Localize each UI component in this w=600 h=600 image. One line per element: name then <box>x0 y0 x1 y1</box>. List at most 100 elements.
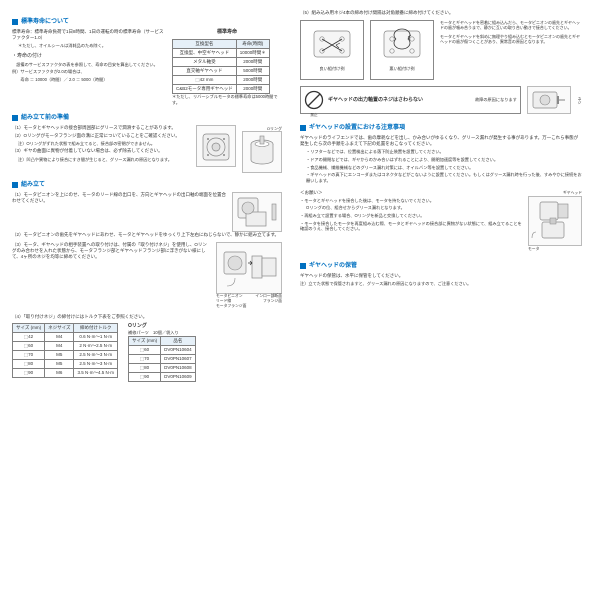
or-r1c0: ⬚70 <box>129 355 161 364</box>
tq-r1c2: 2 N·m～2.5 N·m <box>74 341 118 350</box>
section2-title: 組み立て前の準備 <box>21 114 69 122</box>
section5-title: ギヤヘッドの保管 <box>309 262 357 270</box>
mount-good-text: モータとギヤヘッドを密着に組み込んだら、モータピニオンの歯先とギヤヘッドの歯が噛… <box>440 20 582 31</box>
tq-r3c2: 2.5 N·m～3 N·m <box>74 359 118 368</box>
tq-r1c0: ⬚60 <box>13 341 45 350</box>
tq-r4c2: 3.5 N·m～4.5 N·m <box>74 368 118 377</box>
sec2-p2: （2）Oリングがモータフランジ面の溝に正常についていることをご確認ください。 <box>12 133 190 139</box>
tq-r1c1: M4 <box>45 341 74 350</box>
right-column: （5）組み込み用ネジ4本の締め付け間隔は対角順番に締め付けてください。 良い組付… <box>300 10 582 382</box>
life-table: 互換型名 寿命(時間) 互換型、中空ギヤヘッド10000時間＊ メタル軸受200… <box>172 39 270 94</box>
or-r3c1: DV0PN10609 <box>161 373 196 382</box>
tq-r0c0: ⬚42 <box>13 332 45 341</box>
tq-r4c1: M6 <box>45 368 74 377</box>
sec2-row: （1）モータとギヤヘッドの接合部周囲部にグリースで潤滑することがあります。 （2… <box>12 125 282 173</box>
bullet-square <box>300 263 306 269</box>
or-r3c0: ⬚90 <box>129 373 161 382</box>
sec5-p2: 注）立てた状態で保管されますと、グリース漏れの原因になりますので、ご注意ください… <box>300 281 582 287</box>
warn-title: ギヤヘッドの出力軸置のネジはさわらない <box>328 97 471 104</box>
section2-header: 組み立て前の準備 <box>12 114 282 122</box>
life-note: ＊ただし、リバーシブルモータの標準寿命は5000時間です。 <box>172 94 282 105</box>
section4-title: ギヤヘッドの設置における注意事項 <box>309 124 405 132</box>
tq-h2: 締め付けトルク <box>74 323 118 332</box>
oring-table: サイズ (mm) 品名 ⬚60DV0PN10604 ⬚70DV0PN10607 … <box>128 336 196 382</box>
left-column: 標準寿命について 標準寿命：標準寿命負荷で1日8時間、1日の運転の時の標準寿命（… <box>12 10 282 382</box>
sec4-illust <box>528 196 582 246</box>
section1-header: 標準寿命について <box>12 18 282 26</box>
or-r0c0: ⬚60 <box>129 346 161 355</box>
sec1-p1b: ＊ただし、オイルシールは消耗品のため除く。 <box>12 43 166 49</box>
sec2-illust-right <box>242 131 282 173</box>
sec5-p1: ギヤヘッドの保管は、水平に保管をしてください。 <box>300 273 582 279</box>
life-r2c0: 直交軸ギヤヘッド <box>173 67 237 76</box>
sec2-p3b: 注）凹凸や異物により接合にすき間が生じると、グリース漏れの原因となります。 <box>12 157 190 163</box>
sec3-illust1 <box>232 192 282 232</box>
warn-illust <box>527 86 571 114</box>
life-table-title: 標準寿命 <box>172 29 282 36</box>
tq-r2c2: 2.5 N·m～3 N·m <box>74 350 118 359</box>
sec2-illust-left <box>196 125 236 167</box>
mount-good-box: 良い組付け例 <box>300 20 364 80</box>
sec2-illust-right-wrap: Oリング <box>242 125 282 173</box>
sec3-p2: （2）モータピニオンの歯先をギヤヘッドにあわせ、モータとギヤヘッドをゆっくり上下… <box>12 232 282 238</box>
mount-bad-text: モータとギヤヘッドを斜めに無理やり組み込むとモータピニオンの歯先とギヤヘッドの歯… <box>440 34 582 45</box>
sec2-p2b: 注）Oリングがずれた状態で組み立てると、接合部の密閉ができません。 <box>12 141 190 147</box>
warn-tail: 故障の原因になります <box>475 97 517 103</box>
label-flange: フランジ面 <box>263 299 282 304</box>
life-r4c0: C&B2モータ専用ギヤヘッド <box>173 85 237 94</box>
section4-header: ギヤヘッドの設置における注意事項 <box>300 124 582 132</box>
mount-good-icon <box>304 23 360 65</box>
sec4-b4: ・ギヤヘッドの真下にエンコーダまたはコネクタなどがこないように設置してください。… <box>300 172 582 183</box>
mount-side-text: モータとギヤヘッドを密着に組み込んだら、モータピニオンの歯先とギヤヘッドの歯が噛… <box>440 20 582 80</box>
tq-r0c1: M4 <box>45 332 74 341</box>
tq-r4c0: ⬚90 <box>13 368 45 377</box>
tq-r3c0: ⬚80 <box>13 359 45 368</box>
torque-table: サイズ (mm) ネジサイズ 締め付けトルク ⬚42M40.6 N·m～1 N·… <box>12 323 118 378</box>
sec4-b2: ・ドアの開閉などでは、ギヤからのかみ合いはずれることにより、開閉加速度等を設置し… <box>300 157 582 163</box>
prohibit-label: 禁止 <box>304 113 324 118</box>
right-p5: （5）組み込み用ネジ4本の締め付け間隔は対角順番に締め付けてください。 <box>300 10 582 16</box>
sec4-req1: ・モータとギヤヘッドを接合した後は、モータを持たないでください。 <box>300 198 522 204</box>
or-r0c1: DV0PN10604 <box>161 346 196 355</box>
sec3-illust2-wrap: モータピニオン インロー部断面 リード線 フランジ面 モータフランジ面 <box>216 242 282 309</box>
sec3-illust2 <box>216 242 282 294</box>
sec1-sub1p: 設備のサービスファクタの表を参照して、寿命の目安を算出してください。 <box>12 62 166 68</box>
sec3-p1: （1）モータピニオンを上にのせ、モータのリード線の出口を、方向とギヤヘッドの出口… <box>12 192 226 204</box>
warn-box: 禁止 ギヤヘッドの出力軸置のネジはさわらない 故障の原因になります <box>300 86 521 114</box>
or-h1: 品名 <box>161 337 196 346</box>
warn-nezi: ネジ <box>577 87 582 114</box>
section3-header: 組み立て <box>12 181 282 189</box>
sec1-ex: 寿命 ＝ 10000（時間）／ 2.0 ＝ 5000（時間） <box>12 77 166 83</box>
prohibit-icon: 禁止 <box>304 90 324 110</box>
sec4-req2: ・再組み立て設置する場合、Oリングを新品と交換してください。 <box>300 213 522 219</box>
life-r4c1: 2000時間 <box>236 85 269 94</box>
section1-body: 標準寿命：標準寿命負荷で1日8時間、1日の運転の時の標準寿命（サービスファクター… <box>12 29 282 105</box>
oring-title: Oリング <box>128 323 196 330</box>
sec3-row1: （1）モータピニオンを上にのせ、モータのリード線の出口を、方向とギヤヘッドの出口… <box>12 192 282 232</box>
section1-title: 標準寿命について <box>21 18 69 26</box>
section3-title: 組み立て <box>21 181 45 189</box>
life-r3c1: 2000時間 <box>236 76 269 85</box>
life-r2c1: 5000時間 <box>236 67 269 76</box>
label-front: モータフランジ面 <box>216 304 282 309</box>
mount-bad-icon <box>374 23 430 65</box>
sec4-p1: ギヤヘッドのライフエンドでは、歯の摩耗などを出し、かみ合いがゆるくなり、グリース… <box>300 135 582 147</box>
sec4-req: ＜お願い＞ <box>300 190 522 196</box>
life-r1c0: メタル軸受 <box>173 57 237 66</box>
sec2-p3: （3）ギヤの曲面に異物が付着していない場合は、必ず除去してください。 <box>12 148 190 154</box>
sec3-p4: （3）モータ、ギヤヘッドの相手装置への取り付けは、付属の「取り付けネジ」を使用し… <box>12 242 210 260</box>
life-th1: 寿命(時間) <box>236 39 269 48</box>
warn-row-wrap: 禁止 ギヤヘッドの出力軸置のネジはさわらない 故障の原因になります ネジ <box>300 86 582 114</box>
tq-r3c1: M5 <box>45 359 74 368</box>
sec3-row2: （3）モータ、ギヤヘッドの相手装置への取り付けは、付属の「取り付けネジ」を使用し… <box>12 242 282 309</box>
mount-row: 良い組付け例 悪い組付け例 <box>300 20 582 80</box>
bullet-square <box>12 115 18 121</box>
sec4-req1b: Oリングの位、組合せからグリース漏れとなります。 <box>300 205 522 211</box>
sec4-label-m: モータ <box>528 247 582 252</box>
or-r1c1: DV0PN10607 <box>161 355 196 364</box>
sec4-b1: ・リフターなどでは、位置検出による落下防止装置を設置してください。 <box>300 149 582 155</box>
sec1-sub1: ・寿命の付け <box>12 53 166 60</box>
mount-bad-wrap: 悪い組付け例 <box>370 20 434 80</box>
sec4-b3: ・食品機械、繊維機械などのグリース漏れ対策には、オイルバン等を設置してください。 <box>300 165 582 171</box>
mount-bad-box: 悪い組付け例 <box>370 20 434 80</box>
